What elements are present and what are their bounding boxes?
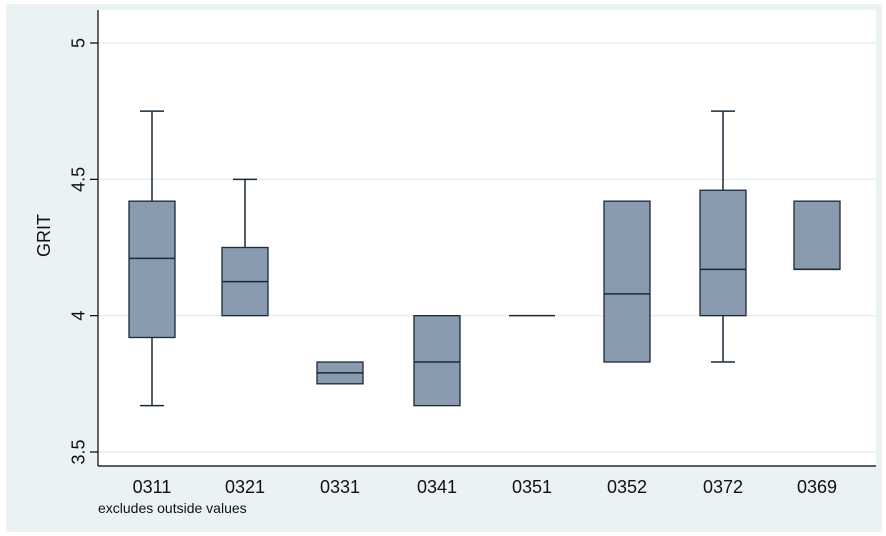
y-tick-label: 4.5 [68, 167, 88, 192]
x-tick-label: 0311 [133, 477, 172, 497]
axes [90, 10, 876, 467]
box-0372 [699, 110, 747, 363]
plot-area [98, 10, 876, 466]
box-plot-chart: 0311 0321 0331 0341 0351 0352 0372 0369 3.5 4 4.5… [34, 10, 876, 516]
x-tick-label: 0351 [512, 477, 552, 497]
iqr-box [603, 200, 651, 363]
x-tick-labels: 0311 0321 0331 0341 0351 0352 0372 0369 [133, 477, 837, 497]
box-0369 [793, 200, 841, 271]
box-0341 [413, 315, 461, 407]
chart-frame: 0311 0321 0331 0341 0351 0352 0372 0369 3.5 4 4.5… [6, 4, 882, 532]
x-tick-label: 0321 [225, 477, 265, 497]
box-series [128, 110, 841, 407]
box-0311 [128, 110, 176, 407]
y-tick-labels: 3.5 4 4.5 5 [68, 38, 88, 465]
chart-note: excludes outside values [98, 500, 247, 516]
y-axis-label: GRIT [34, 214, 54, 257]
x-tick-label: 0372 [703, 477, 743, 497]
y-tick-label: 4 [68, 311, 88, 321]
box-0331 [316, 361, 364, 385]
iqr-box [413, 315, 461, 407]
iqr-box [793, 200, 841, 270]
y-tick-label: 5 [68, 38, 88, 48]
x-tick-label: 0331 [320, 477, 360, 497]
x-tick-label: 0369 [797, 477, 837, 497]
x-tick-label: 0341 [417, 477, 457, 497]
box-0321 [221, 178, 269, 317]
iqr-box [699, 189, 747, 317]
y-tick-label: 3.5 [68, 439, 88, 464]
iqr-box [128, 200, 176, 339]
x-tick-label: 0352 [607, 477, 647, 497]
box-0352 [603, 200, 651, 363]
